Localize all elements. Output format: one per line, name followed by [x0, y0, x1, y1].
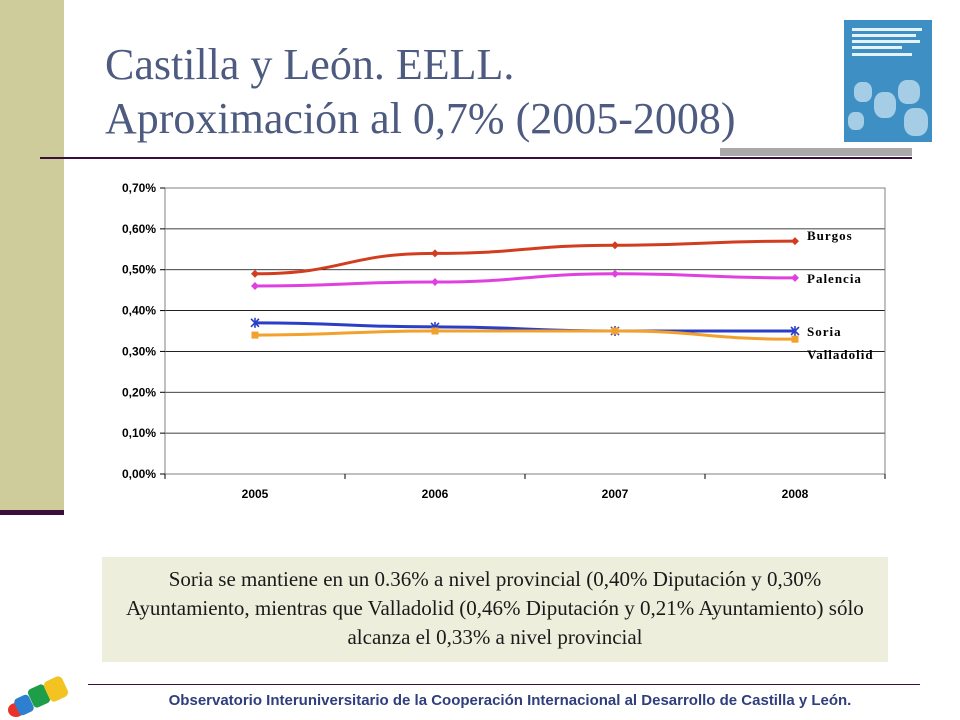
data-point-palencia [611, 269, 619, 278]
y-tick-label: 0,50% [122, 263, 156, 277]
cover-cylinder-shape [874, 92, 896, 118]
left-accent-bar-foot [0, 510, 64, 515]
footer-rule [88, 684, 920, 685]
title-underline [40, 157, 912, 159]
series-label-burgos: Burgos [807, 228, 853, 243]
data-point-soria [250, 317, 260, 328]
cover-cylinder-shape [904, 108, 928, 136]
report-cover-image [844, 20, 932, 142]
cover-cylinder-shape [854, 82, 872, 102]
series-label-palencia: Palencia [807, 271, 862, 286]
data-point-valladolid [611, 327, 619, 335]
cover-cylinder-shape [848, 112, 864, 130]
chart-series [250, 237, 800, 343]
left-accent-bar [0, 0, 64, 510]
data-point-burgos [611, 241, 619, 250]
series-line-burgos [254, 239, 796, 276]
y-tick-label: 0,30% [122, 344, 156, 358]
x-tick-label: 2008 [782, 487, 809, 501]
data-point-valladolid [251, 331, 259, 339]
logo-green-cylinder [27, 684, 51, 708]
data-point-palencia [251, 282, 259, 291]
data-point-palencia [431, 277, 439, 286]
logo-yellow-cylinder [43, 676, 69, 702]
data-point-burgos [431, 249, 439, 258]
footer-text: Observatorio Interuniversitario de la Co… [168, 692, 852, 709]
y-tick-label: 0,00% [122, 467, 156, 481]
chart-axes [160, 187, 886, 479]
data-point-soria [790, 326, 800, 336]
series-line-valladolid [254, 329, 796, 341]
chart-grid [165, 228, 885, 434]
y-tick-label: 0,60% [122, 222, 156, 236]
data-point-palencia [791, 273, 799, 282]
chart-labels: 0,00% 0,10% 0,20% 0,30% 0,40% 0,50% 0,60% 0,70%… [122, 181, 874, 501]
logo-blue-cylinder [14, 694, 34, 716]
note-text: Soria se mantiene en un 0.36% a nivel pr… [126, 567, 864, 649]
series-label-soria: Soria [807, 324, 842, 339]
series-label-valladolid: Valladolid [807, 347, 874, 362]
observatory-logo [8, 676, 69, 717]
cover-cylinder-shape [898, 80, 920, 104]
series-line-soria [254, 321, 795, 333]
gray-accent-block [720, 148, 912, 156]
slide-title: Castilla y León. EELL. Aproximación al 0… [105, 38, 736, 146]
report-cover-text-lines [852, 28, 924, 59]
x-tick-label: 2007 [602, 487, 629, 501]
data-point-valladolid [791, 335, 799, 343]
title-line-2: Aproximación al 0,7% (2005-2008) [105, 94, 736, 143]
line-chart: 0,00% 0,10% 0,20% 0,30% 0,40% 0,50% 0,60% 0,70%… [122, 181, 886, 501]
series-line-palencia [254, 272, 796, 288]
title-line-1: Castilla y León. EELL. [105, 40, 515, 89]
x-tick-label: 2005 [242, 487, 269, 501]
y-tick-label: 0,20% [122, 385, 156, 399]
y-tick-label: 0,10% [122, 426, 156, 440]
y-tick-label: 0,70% [122, 181, 156, 195]
data-point-valladolid [431, 327, 439, 335]
x-tick-label: 2006 [422, 487, 449, 501]
data-point-burgos [251, 269, 259, 278]
note-box: Soria se mantiene en un 0.36% a nivel pr… [102, 557, 888, 662]
y-tick-label: 0,40% [122, 304, 156, 318]
data-point-burgos [791, 237, 799, 246]
